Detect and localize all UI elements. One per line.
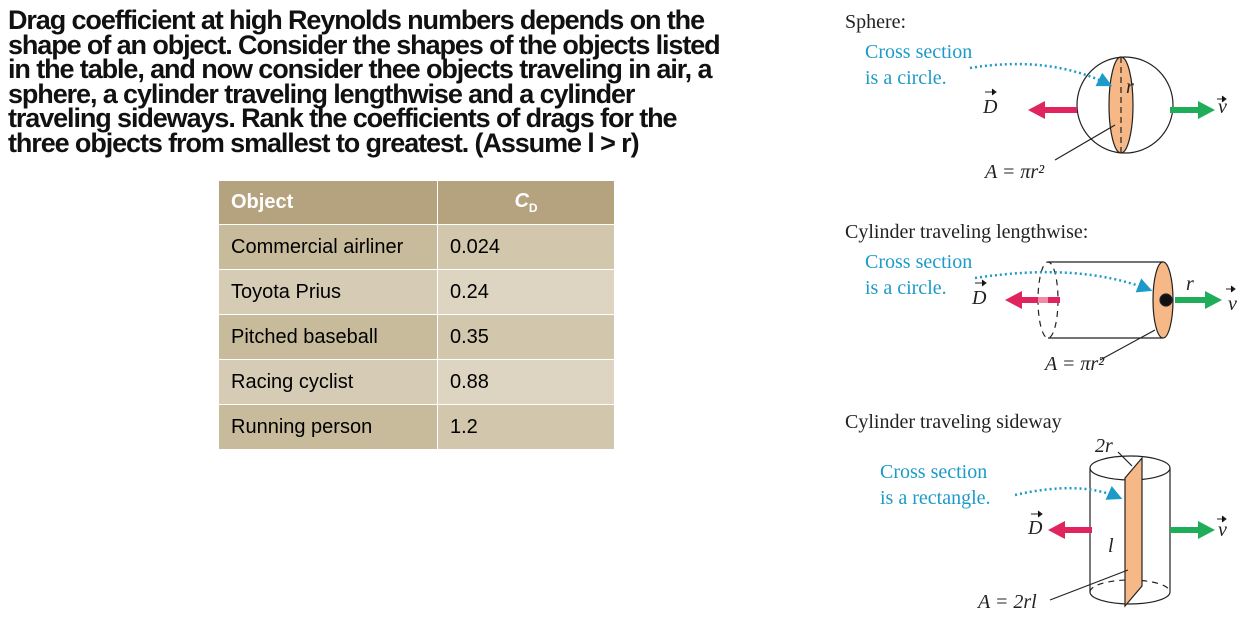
cross-section-note: Cross section <box>865 251 972 273</box>
cd-value: 1.2 <box>437 404 615 450</box>
question-line: shape of an object. Consider the shapes … <box>8 29 721 60</box>
cd-value: 0.35 <box>437 314 615 360</box>
table-row: Pitched baseball 0.35 <box>218 314 615 360</box>
velocity-label: v <box>1218 96 1227 118</box>
cross-section-note: is a rectangle. <box>880 487 991 509</box>
question: Drag coefficient at high Reynolds number… <box>8 5 828 158</box>
object-name: Pitched baseball <box>218 314 438 360</box>
drag-label: D <box>1027 517 1043 539</box>
question-line: traveling sideways. Rank the coefficient… <box>8 103 678 133</box>
cross-section-note: Cross section <box>865 41 972 63</box>
table-row: Commercial airliner 0.024 <box>218 224 615 270</box>
area-label: A = 2rl <box>976 591 1037 613</box>
cd-symbol: C <box>514 190 529 212</box>
area-label: A = πr² <box>983 161 1045 183</box>
question-line: three objects from smallest to greatest.… <box>8 127 640 158</box>
area-label: A = πr² <box>1043 353 1105 375</box>
width-label: 2r <box>1095 435 1113 457</box>
object-name: Commercial airliner <box>218 224 438 270</box>
radius-label: r <box>1126 76 1134 98</box>
diagram-title: Cylinder traveling sideway <box>845 411 1062 433</box>
radius-label: r <box>1186 273 1194 295</box>
cd-subscript: D <box>528 201 538 215</box>
drag-label: D <box>982 96 998 118</box>
question-line: in the table, and now consider thee obje… <box>8 54 712 84</box>
drag-table: Object CD Commercial airliner 0.024 Toyota… <box>218 180 615 450</box>
table-row: Running person 1.2 <box>218 404 615 450</box>
cross-section-note: is a circle. <box>865 277 947 299</box>
cross-section-note: is a circle. <box>865 67 947 89</box>
arrows <box>975 88 1236 539</box>
cd-value: 0.024 <box>437 224 615 270</box>
cross-section-note: Cross section <box>880 461 987 483</box>
table-row: Toyota Prius 0.24 <box>218 269 615 315</box>
drag-label: D <box>971 287 987 309</box>
question-line: Drag coefficient at high Reynolds number… <box>8 5 705 35</box>
length-label: l <box>1108 535 1114 557</box>
object-name: Racing cyclist <box>218 359 438 405</box>
header-cd: CD <box>437 180 615 225</box>
question-line: sphere, a cylinder traveling lengthwise … <box>8 78 635 109</box>
object-name: Toyota Prius <box>218 269 438 315</box>
cd-value: 0.24 <box>437 269 615 315</box>
diagram-title: Cylinder traveling lengthwise: <box>845 221 1088 243</box>
diagram-title: Sphere: <box>845 11 906 33</box>
object-name: Running person <box>218 404 438 450</box>
velocity-label: v <box>1218 519 1227 541</box>
velocity-label: v <box>1228 293 1237 315</box>
shapes <box>969 56 1174 608</box>
